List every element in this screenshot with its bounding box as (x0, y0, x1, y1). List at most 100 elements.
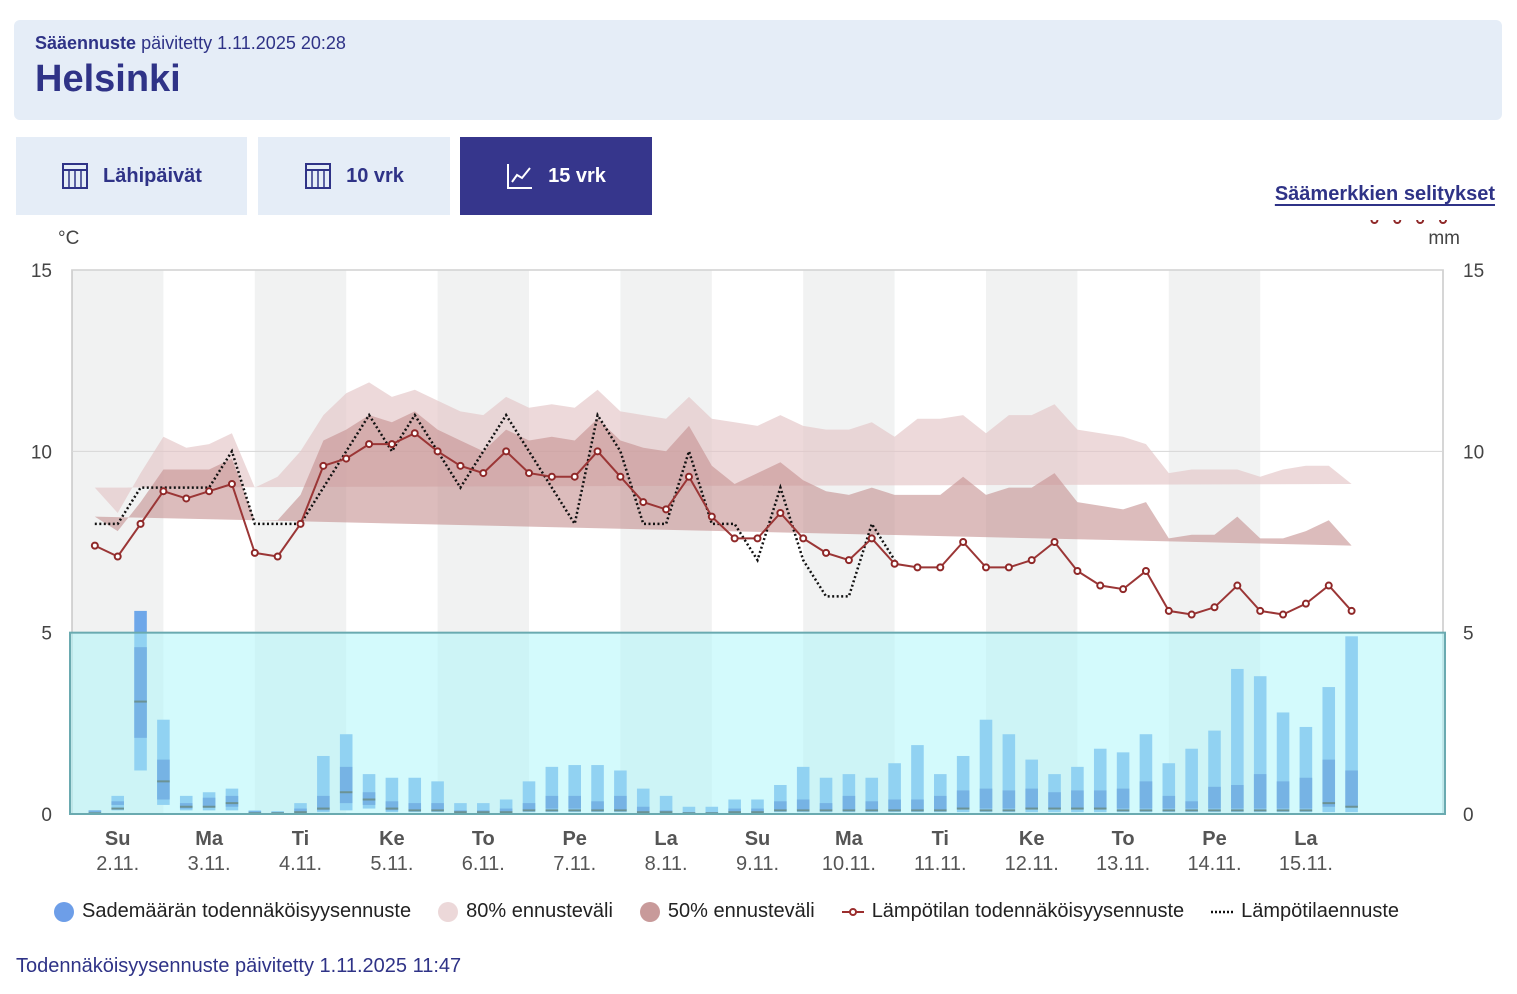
deterministic-temp-line (94, 411, 896, 598)
left-axis-unit: °C (58, 228, 79, 249)
median-temp-point (1210, 603, 1219, 612)
median-temp-point (1073, 567, 1082, 576)
right-axis-unit: mm (1428, 228, 1460, 249)
x-date-label: 12.11. (1005, 853, 1059, 875)
median-temp-point (1324, 581, 1333, 590)
median-temp-point (982, 563, 990, 572)
median-temp-point (890, 559, 899, 568)
median-temp-point (136, 519, 145, 528)
x-day-label: To (472, 828, 495, 850)
dotted-line-icon (1211, 910, 1234, 913)
x-date-label: 11.11. (914, 853, 967, 875)
median-temp-point (502, 447, 511, 456)
probability-update-note: Todennäköisyysennuste päivitetty 1.11.20… (16, 955, 462, 977)
median-temp-point (913, 563, 922, 572)
tab-10-vrk[interactable]: 10 vrk (258, 137, 450, 215)
city-title: Helsinki (35, 58, 181, 100)
y-tick-label-left: 5 (41, 624, 52, 645)
median-temp-point (707, 512, 716, 521)
median-temp-point (1439, 220, 1447, 224)
x-date-label: 2.11. (96, 853, 139, 875)
median-temp-point (799, 534, 808, 543)
chart-legend: Sademäärän todennäköisyysennuste 80% enn… (54, 900, 1426, 923)
forecast-chart: 0 0 5 5 10 10 15 15 °C mm Su 2.11. Ma 3.11. Ti 4.11. Ke 5… (31, 220, 1484, 875)
x-day-label: Ke (1019, 828, 1045, 850)
y-tick-label-right: 5 (1463, 624, 1474, 645)
median-temp-point (296, 519, 305, 528)
median-temp-point (319, 461, 328, 470)
legend-temp-forecast: Lämpötilaennuste (1211, 900, 1399, 923)
median-temp-point (273, 552, 282, 561)
median-temp-point (1393, 220, 1402, 224)
interval-50-swatch (639, 901, 660, 922)
tab-lahipaivat[interactable]: Lähipäivät (16, 137, 247, 215)
legend-label: Lämpötilan todennäköisyysennuste (871, 900, 1185, 922)
median-temp-point (456, 461, 465, 470)
x-day-label: Su (745, 828, 771, 850)
x-day-label: To (1112, 828, 1135, 850)
y-tick-label-right: 10 (1463, 442, 1484, 463)
x-date-label: 7.11. (553, 853, 596, 875)
median-temp-point (1027, 556, 1036, 565)
y-tick-label-right: 0 (1463, 805, 1474, 826)
median-temp-point (365, 440, 374, 449)
median-temp-point (1256, 606, 1265, 615)
precip-highlight-area (69, 631, 1446, 815)
median-temp-point (1370, 220, 1379, 224)
median-temp-point (662, 505, 671, 514)
median-temp-point (776, 508, 785, 517)
tab-label: Lähipäivät (103, 164, 202, 187)
median-temp-point (342, 454, 351, 463)
line-chart-icon (507, 164, 533, 189)
calendar-grid-icon (62, 163, 89, 189)
interval-50-band (94, 411, 1352, 546)
line-dot-icon (841, 907, 864, 916)
legend-80-interval: 80% ennusteväli (438, 900, 613, 923)
x-date-label: 14.11. (1187, 853, 1241, 875)
x-day-label: Pe (1202, 828, 1226, 850)
x-day-label: Ma (195, 828, 224, 850)
update-info: Sääennuste päivitetty 1.11.2025 20:28 (35, 33, 1502, 54)
median-temp-point (159, 487, 168, 496)
median-temp-point (570, 472, 579, 481)
legend-label: 50% ennusteväli (667, 900, 815, 922)
x-date-label: 4.11. (279, 853, 322, 875)
median-temp-point (1233, 581, 1242, 590)
median-temp-point (1141, 567, 1150, 576)
weather-symbols-link[interactable]: Säämerkkien selitykset (1274, 183, 1495, 205)
median-temp-point (1004, 563, 1013, 572)
median-temp-point (616, 472, 625, 481)
x-day-label: Ti (932, 828, 949, 850)
forecast-label: Sääennuste (35, 33, 137, 53)
legend-probabilistic-temp: Lämpötilan todennäköisyysennuste (841, 900, 1185, 923)
tab-15-vrk[interactable]: 15 vrk (460, 137, 652, 215)
calendar-grid-icon (305, 163, 332, 189)
median-temp-point (730, 534, 739, 543)
median-temp-line (94, 432, 1353, 616)
median-temp-point (547, 472, 556, 481)
legend-precipitation: Sademäärän todennäköisyysennuste (54, 900, 411, 923)
median-temp-point (1164, 606, 1173, 615)
y-tick-label-left: 15 (31, 261, 52, 282)
median-temp-point (1119, 585, 1128, 594)
median-temp-point (593, 447, 602, 456)
median-temp-point (205, 487, 214, 496)
median-temp-point (867, 534, 876, 543)
x-day-label: Su (105, 828, 131, 850)
x-date-label: 3.11. (188, 853, 231, 875)
x-date-label: 10.11. (822, 853, 876, 875)
x-day-label: Ma (835, 828, 864, 850)
median-temp-point (1301, 599, 1310, 608)
y-tick-label-right: 15 (1463, 261, 1484, 282)
median-temp-point (1279, 610, 1288, 619)
x-date-label: 15.11. (1279, 853, 1333, 875)
legend-50-interval: 50% ennusteväli (639, 900, 815, 923)
y-tick-label-left: 10 (31, 442, 52, 463)
median-temp-point (936, 563, 945, 572)
median-temp-point (1096, 581, 1105, 590)
x-date-label: 8.11. (645, 853, 688, 875)
median-temp-point (1187, 610, 1196, 619)
median-temp-point (182, 494, 191, 503)
x-day-label: Pe (562, 828, 586, 850)
median-temp-point (1050, 538, 1059, 546)
